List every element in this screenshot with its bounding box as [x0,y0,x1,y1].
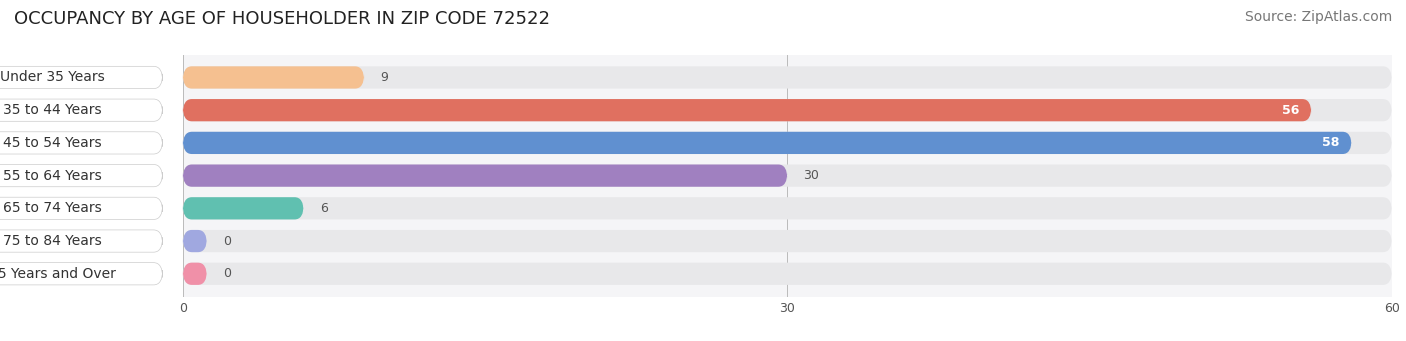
FancyBboxPatch shape [183,132,1392,154]
Text: 56: 56 [1282,104,1299,117]
Text: Source: ZipAtlas.com: Source: ZipAtlas.com [1244,10,1392,24]
FancyBboxPatch shape [183,263,207,285]
Text: 0: 0 [224,267,231,280]
Text: Under 35 Years: Under 35 Years [0,71,105,85]
FancyBboxPatch shape [0,164,163,187]
FancyBboxPatch shape [0,132,163,154]
Text: 30: 30 [803,169,820,182]
FancyBboxPatch shape [0,263,163,285]
Text: 75 to 84 Years: 75 to 84 Years [3,234,103,248]
Text: 58: 58 [1322,136,1340,149]
Text: OCCUPANCY BY AGE OF HOUSEHOLDER IN ZIP CODE 72522: OCCUPANCY BY AGE OF HOUSEHOLDER IN ZIP C… [14,10,550,28]
Text: 65 to 74 Years: 65 to 74 Years [3,201,103,215]
Text: 85 Years and Over: 85 Years and Over [0,267,117,281]
FancyBboxPatch shape [183,99,1392,121]
Text: 9: 9 [380,71,388,84]
FancyBboxPatch shape [0,66,163,89]
FancyBboxPatch shape [183,66,1392,89]
Text: 35 to 44 Years: 35 to 44 Years [3,103,103,117]
FancyBboxPatch shape [183,66,364,89]
FancyBboxPatch shape [183,197,304,220]
FancyBboxPatch shape [183,230,207,252]
Text: 45 to 54 Years: 45 to 54 Years [3,136,103,150]
Text: 0: 0 [224,235,231,248]
Text: 6: 6 [319,202,328,215]
FancyBboxPatch shape [183,99,1312,121]
FancyBboxPatch shape [183,197,1392,220]
FancyBboxPatch shape [183,263,1392,285]
FancyBboxPatch shape [0,197,163,220]
FancyBboxPatch shape [183,230,1392,252]
Text: 55 to 64 Years: 55 to 64 Years [3,168,103,183]
FancyBboxPatch shape [0,230,163,252]
FancyBboxPatch shape [183,164,1392,187]
FancyBboxPatch shape [183,132,1351,154]
FancyBboxPatch shape [183,164,787,187]
FancyBboxPatch shape [0,99,163,121]
